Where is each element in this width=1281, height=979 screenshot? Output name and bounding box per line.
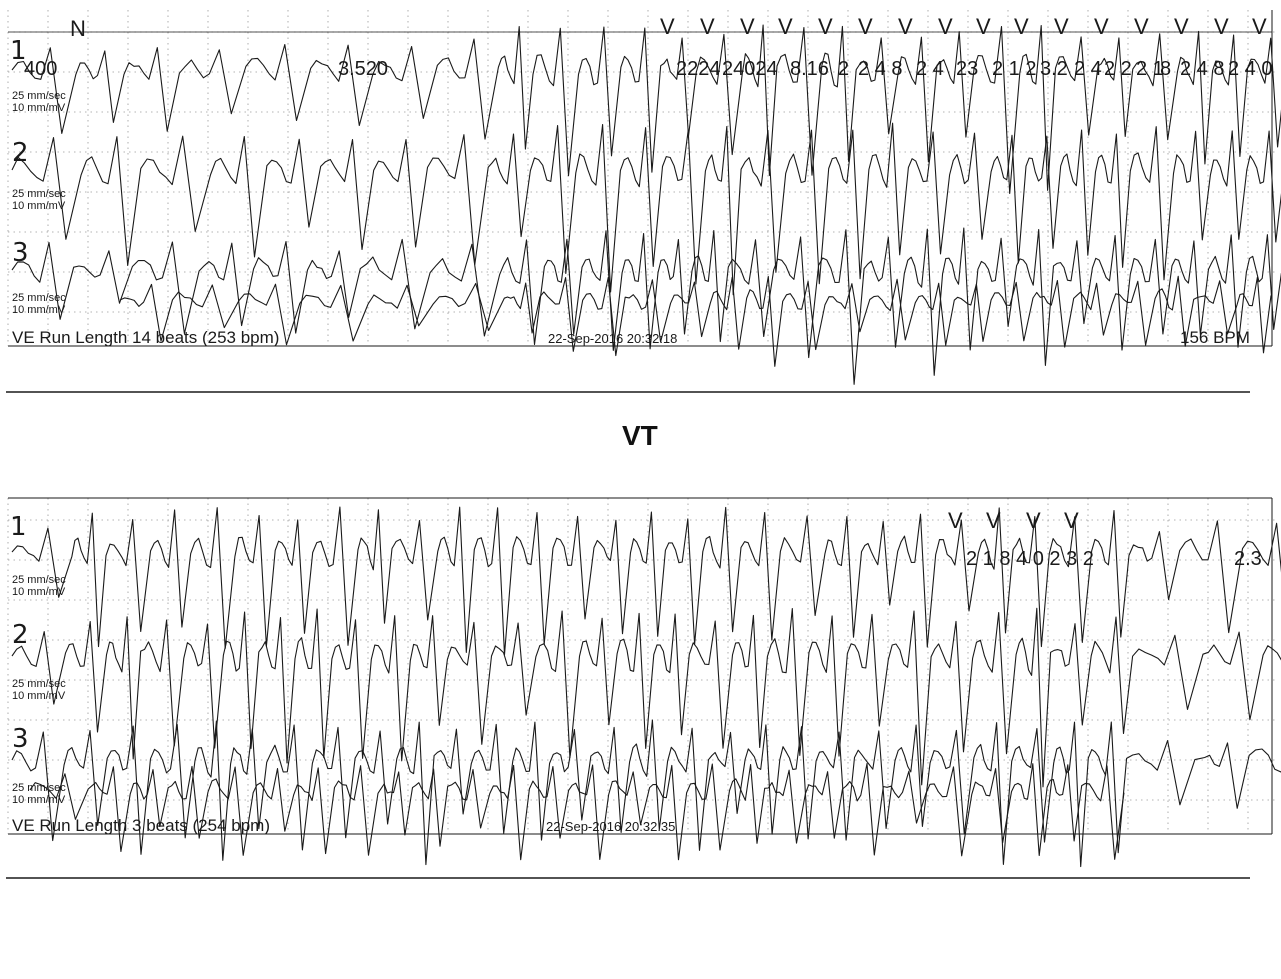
- beat-mark: V: [858, 14, 874, 39]
- beat-mark: V: [1252, 14, 1268, 39]
- rr-value: 2: [838, 58, 850, 80]
- calibration-gain: 10 mm/mV: [12, 690, 66, 702]
- lead-label: 3: [12, 238, 29, 268]
- beat-mark: V: [818, 14, 834, 39]
- beat-mark: V: [986, 508, 1002, 533]
- ecg-waveform: [29, 763, 1125, 861]
- beat-mark: V: [700, 14, 716, 39]
- calibration-speed: 25 mm/sec: [12, 188, 66, 200]
- beat-mark: V: [1094, 14, 1110, 39]
- ecg-waveform: [11, 719, 1281, 868]
- rr-value: 2224: [676, 58, 721, 80]
- run-length-caption: VE Run Length 3 beats (254 bpm): [12, 816, 270, 835]
- beat-mark: N: [70, 16, 87, 41]
- calibration-speed: 25 mm/sec: [12, 292, 66, 304]
- beat-mark: V: [660, 14, 676, 39]
- rr-value: 2 4 8: [1180, 58, 1225, 80]
- calibration-gain: 10 mm/mV: [12, 586, 66, 598]
- beat-mark: V: [1026, 508, 1042, 533]
- beat-mark: V: [976, 14, 992, 39]
- calibration-speed: 25 mm/sec: [12, 782, 66, 794]
- timestamp: 22-Sep-2016 20:32:18: [548, 331, 678, 346]
- rr-value: 2 2: [1104, 58, 1132, 80]
- beat-mark: V: [1064, 508, 1080, 533]
- rhythm-label: VT: [622, 420, 658, 451]
- rr-value: 400: [24, 58, 58, 80]
- lead-label: 1: [10, 512, 27, 542]
- lead-label: 2: [12, 620, 29, 650]
- calibration-gain: 10 mm/mV: [12, 304, 66, 316]
- calibration-label: 25 mm/sec 10 mm/mV: [12, 90, 66, 114]
- calibration-label: 25 mm/sec 10 mm/mV: [12, 292, 66, 316]
- ecg-waveform: [119, 275, 1272, 367]
- beat-mark: V: [898, 14, 914, 39]
- rr-value: 2 1 8 4 0 2 3 2: [966, 548, 1094, 570]
- lead-label: 2: [12, 138, 29, 168]
- rr-value: 2 4 8: [858, 58, 903, 80]
- timestamp: 22-Sep-2016 20:32:35: [546, 819, 676, 834]
- beat-mark: V: [1014, 14, 1030, 39]
- calibration-gain: 10 mm/mV: [12, 102, 66, 114]
- rr-value: 2 4: [1074, 58, 1102, 80]
- calibration-label: 25 mm/sec 10 mm/mV: [12, 678, 66, 702]
- run-length-caption: VE Run Length 14 beats (253 bpm): [12, 328, 280, 347]
- rr-value: 3.520: [338, 58, 389, 80]
- ecg-waveform: [11, 506, 1281, 656]
- strip-frames: [6, 10, 1273, 879]
- rr-value: 2.3: [1234, 548, 1262, 570]
- calibration-gain: 10 mm/mV: [12, 200, 66, 212]
- beat-mark: V: [740, 14, 756, 39]
- beat-mark: V: [1174, 14, 1190, 39]
- rr-value: 2 1: [1136, 58, 1164, 80]
- beat-mark: V: [1054, 14, 1070, 39]
- beat-mark: V: [948, 508, 964, 533]
- calibration-label: 25 mm/sec 10 mm/mV: [12, 782, 66, 806]
- calibration-speed: 25 mm/sec: [12, 90, 66, 102]
- ecg-waveform: [11, 24, 1281, 195]
- calibration-label: 25 mm/sec 10 mm/mV: [12, 574, 66, 598]
- beat-mark: V: [1214, 14, 1230, 39]
- calibration-label: 25 mm/sec 10 mm/mV: [12, 188, 66, 212]
- beat-mark: V: [1134, 14, 1150, 39]
- calibration-speed: 25 mm/sec: [12, 678, 66, 690]
- rr-value: 2 1 2: [992, 58, 1037, 80]
- ecg-waveform: [11, 607, 1281, 788]
- rr-value: 2 4: [916, 58, 944, 80]
- ecg-traces: [11, 24, 1281, 868]
- rr-value: 23: [956, 58, 979, 80]
- ecg-waveform: [11, 227, 1281, 385]
- heart-rate: 156 BPM: [1180, 328, 1250, 347]
- beat-mark: V: [778, 14, 794, 39]
- beat-mark: V: [938, 14, 954, 39]
- calibration-gain: 10 mm/mV: [12, 794, 66, 806]
- rr-value: 2 4 0: [1228, 58, 1273, 80]
- lead-label: 1: [10, 36, 27, 66]
- ecg-grid: [7, 10, 1275, 834]
- rr-value: 24024: [722, 58, 778, 80]
- calibration-speed: 25 mm/sec: [12, 574, 66, 586]
- rr-value: 3.2: [1040, 58, 1068, 80]
- rr-value: 8: [1160, 58, 1172, 80]
- ecg-waveform: [11, 122, 1281, 296]
- rr-value: 8.16: [790, 58, 829, 80]
- lead-label: 3: [12, 724, 29, 754]
